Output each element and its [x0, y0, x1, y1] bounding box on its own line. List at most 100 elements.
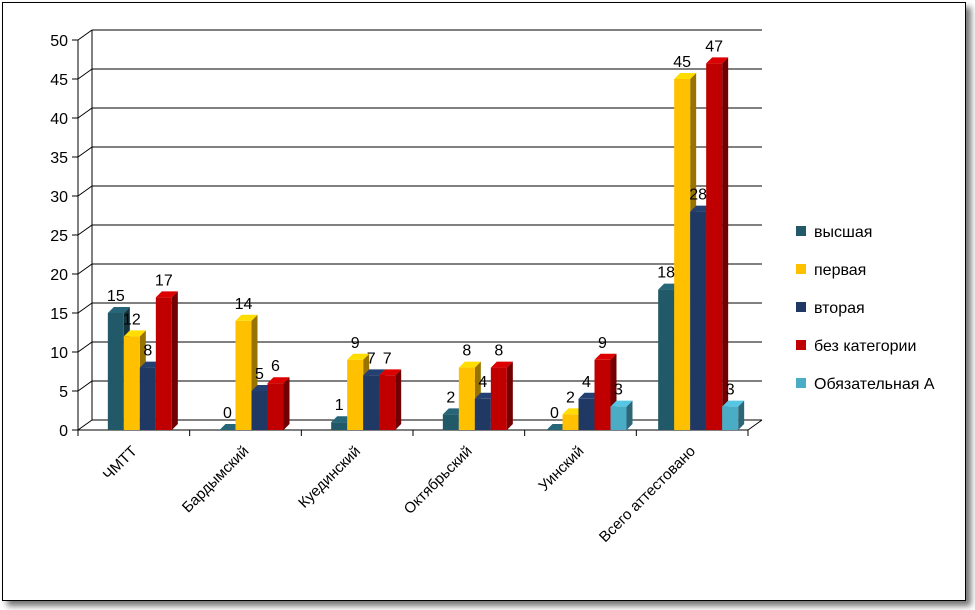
data-label: 3 [726, 382, 735, 399]
data-label: 8 [143, 343, 152, 360]
category-label: Куединский [295, 443, 364, 512]
bar [490, 361, 513, 430]
bar-front [562, 414, 579, 430]
bar-top [347, 353, 370, 360]
bar-front [578, 398, 595, 430]
bar-front [490, 367, 507, 430]
data-label: 5 [255, 366, 264, 383]
legend-swatch [796, 226, 806, 236]
gridlines [77, 29, 762, 431]
bar-front [123, 336, 140, 430]
bar [722, 400, 745, 430]
data-label: 45 [673, 54, 691, 71]
bar-front [674, 79, 691, 430]
gridline-edge [77, 68, 93, 80]
bar-front [706, 63, 723, 431]
bar-side [506, 361, 513, 430]
legend-item: без категории [796, 338, 916, 355]
gridline-edge [77, 29, 93, 41]
legend-label: вторая [814, 300, 865, 317]
legend-swatch [796, 264, 806, 274]
bar-front [235, 320, 252, 430]
bar-front [690, 211, 707, 430]
y-tick-label: 25 [50, 228, 68, 245]
bar-top [235, 314, 258, 321]
bar [610, 400, 633, 430]
gridline-edge [77, 341, 93, 353]
data-label: 18 [657, 265, 675, 282]
data-label: 28 [689, 187, 707, 204]
bar-front [267, 383, 284, 430]
legend-label: высшая [814, 224, 872, 241]
bar-side [738, 400, 745, 430]
data-label: 8 [462, 343, 471, 360]
gridline-edge [77, 146, 93, 158]
bar-top [610, 400, 633, 407]
bar-top [363, 369, 386, 376]
data-label: 7 [367, 350, 376, 367]
data-label: 1 [335, 397, 344, 414]
bar-front [474, 398, 491, 430]
bars [107, 57, 745, 431]
legend-label: Обязательная А [814, 376, 935, 393]
bar [267, 377, 290, 430]
bar-top [674, 73, 697, 79]
bar-front [442, 414, 459, 430]
legend-item: первая [796, 262, 866, 279]
y-tick-label: 15 [50, 306, 68, 323]
bar-top [267, 377, 290, 384]
gridline-edge [77, 419, 93, 431]
data-label: 2 [446, 389, 455, 406]
bar-front [155, 297, 172, 430]
bar-front [251, 391, 268, 430]
data-label: 9 [598, 335, 607, 352]
legend-item: вторая [796, 300, 865, 317]
bar-top [458, 361, 481, 368]
bar-front [107, 313, 124, 430]
y-tick-label: 5 [59, 384, 68, 401]
bar-front [139, 367, 156, 430]
bar-top [722, 400, 745, 407]
bar-front [594, 359, 611, 430]
y-tick-label: 10 [50, 345, 68, 362]
legend-item: Обязательная А [796, 376, 935, 393]
bar-top [594, 353, 617, 360]
y-tick-label: 35 [50, 150, 68, 167]
bar-top [107, 307, 130, 313]
category-labels: ЧМТТ Бардымский Куединский Октябрьский Уинск… [100, 443, 699, 546]
y-tick-label: 30 [50, 189, 68, 206]
bar-front [458, 367, 475, 430]
legend-label: без категории [814, 338, 916, 355]
data-label: 14 [235, 296, 253, 313]
data-label: 0 [223, 405, 232, 422]
category-label: Бардымский [179, 443, 252, 516]
bar-side [395, 369, 402, 430]
data-label: 17 [155, 272, 173, 289]
bar-side [171, 291, 178, 430]
gridline-edge [77, 185, 93, 197]
bar-top [123, 330, 146, 337]
bar-top [155, 291, 178, 298]
legend-swatch [796, 302, 806, 312]
data-label: 3 [614, 382, 623, 399]
bar-front [658, 289, 675, 430]
data-label: 2 [566, 389, 575, 406]
data-label: 9 [351, 335, 360, 352]
bar-top [490, 361, 513, 368]
bar-top [379, 369, 402, 376]
bar-side [626, 400, 633, 430]
bar [155, 291, 178, 430]
bar-front [363, 375, 380, 430]
data-label: 47 [705, 38, 723, 55]
data-label: 7 [383, 350, 392, 367]
data-label: 8 [494, 343, 503, 360]
y-tick-label: 20 [50, 267, 68, 284]
legend: высшая первая вторая без категории Обязатель… [796, 224, 935, 393]
category-label: Всего аттестовано [596, 443, 699, 546]
legend-item: высшая [796, 224, 872, 241]
data-label: 4 [478, 374, 487, 391]
bar [706, 57, 729, 431]
